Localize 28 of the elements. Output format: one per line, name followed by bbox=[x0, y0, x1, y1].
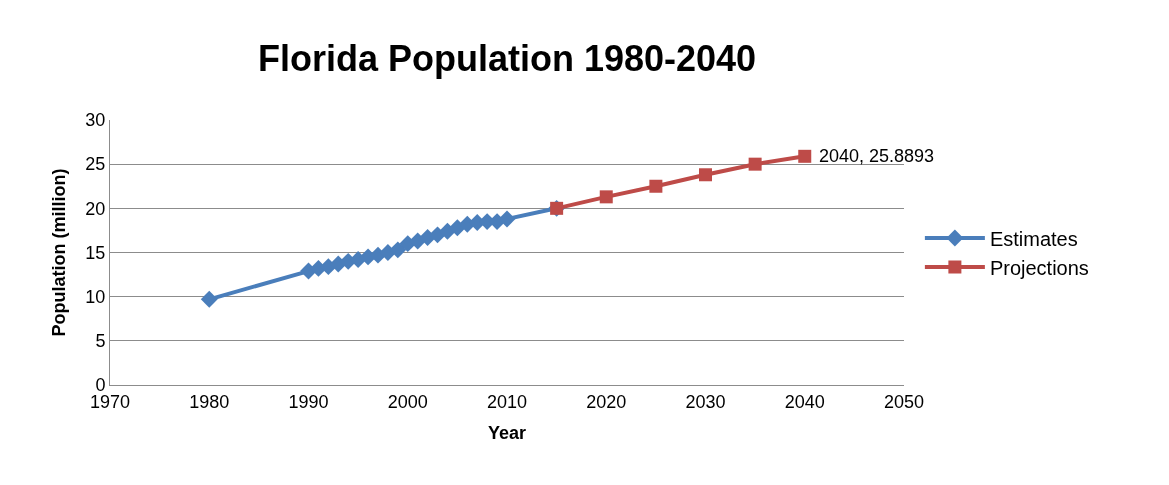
x-tick-label: 2020 bbox=[586, 391, 627, 412]
point bbox=[200, 290, 218, 308]
y-tick-label: 30 bbox=[85, 110, 106, 131]
x-tick-label: 2010 bbox=[486, 391, 528, 412]
x-tick-label: 2040 bbox=[784, 391, 825, 412]
x-tick-label: 2000 bbox=[387, 391, 428, 412]
y-tick-label: 25 bbox=[85, 154, 106, 175]
point bbox=[599, 190, 613, 204]
y-tick-label: 5 bbox=[95, 331, 106, 352]
x-tick-label: 1990 bbox=[288, 391, 329, 412]
point bbox=[798, 149, 812, 163]
annotation: 2040, 25.8893 bbox=[819, 146, 935, 166]
x-tick-label: 2050 bbox=[883, 391, 925, 412]
x-tick-label: 1980 bbox=[189, 391, 230, 412]
point bbox=[389, 241, 407, 259]
chart-title: Florida Population 1980-2040 bbox=[257, 37, 757, 79]
y-axis-title: Population (million) bbox=[48, 168, 69, 337]
x-tick-label: 2030 bbox=[685, 391, 726, 412]
legend-label: Estimates bbox=[989, 227, 1078, 250]
y-tick-label: 20 bbox=[85, 198, 106, 219]
y-tick-label: 15 bbox=[85, 242, 106, 263]
point bbox=[699, 168, 712, 182]
y-tick-label: 10 bbox=[85, 286, 106, 307]
point bbox=[498, 210, 516, 228]
point bbox=[649, 179, 663, 193]
x-axis-title: Year bbox=[487, 422, 527, 443]
point bbox=[748, 157, 762, 171]
legend-label: Projections bbox=[989, 256, 1089, 279]
